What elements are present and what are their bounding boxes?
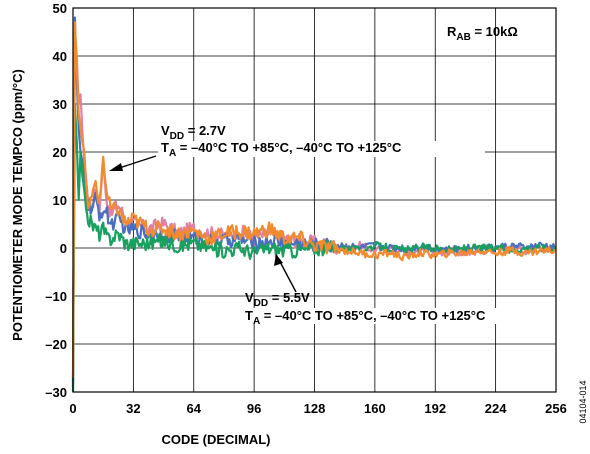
annotation-vdd-5-5-dd: DD — [254, 298, 268, 309]
x-tick-label: 64 — [187, 401, 202, 416]
y-tick-label: 10 — [53, 193, 67, 208]
chart-series — [71, 16, 557, 393]
x-tick-label: 224 — [485, 401, 507, 416]
annotation-vdd-5-5-arrowhead — [274, 254, 283, 266]
annotation-vdd-5-5-v: V — [245, 290, 254, 305]
annotation-vdd-2-7: VDD = 2.7V TA = –40°C TO +85°C, –40°C TO… — [109, 123, 485, 171]
annotation-vdd-5-5-value: = 5.5V — [268, 290, 310, 305]
annotation-vdd-2-7-line1: VDD = 2.7V — [161, 123, 226, 142]
annotation-vdd-5-5: VDD = 5.5V TA = –40°C TO +85°C, –40°C TO… — [242, 254, 548, 327]
chart-tick-labels: 0 32 64 96 128 160 192 224 256 –30 –20 –10 0 10 20 30 40… — [45, 1, 567, 416]
x-tick-label: 96 — [247, 401, 261, 416]
annotation-vdd-5-5-line2: TA = –40°C TO +85°C, –40°C TO +125°C — [245, 308, 486, 327]
annotation-vdd-2-7-backdrop — [158, 141, 485, 157]
y-tick-label: –20 — [45, 337, 67, 352]
figure-id: 04104-014 — [578, 380, 588, 423]
y-axis-label: POTENTIOMETER MODE TEMPCO (ppm/°C) — [10, 69, 25, 341]
annotation-rab-rest: = 10kΩ — [471, 24, 518, 39]
annotation-vdd-2-7-t: T — [161, 140, 169, 155]
series-line-3 — [71, 102, 557, 393]
chart-grid — [72, 7, 557, 393]
y-tick-label: 30 — [53, 97, 67, 112]
annotation-rab-sub: AB — [456, 32, 470, 43]
y-tick-label: 40 — [53, 49, 67, 64]
y-tick-label: 20 — [53, 145, 67, 160]
annotation-vdd-5-5-t: T — [245, 308, 253, 323]
x-tick-label: 192 — [424, 401, 446, 416]
plot-frame — [72, 7, 557, 393]
annotation-vdd-2-7-arrowhead — [109, 163, 123, 171]
annotation-vdd-2-7-value: = 2.7V — [184, 123, 226, 138]
annotation-vdd-2-7-line2: TA = –40°C TO +85°C, –40°C TO +125°C — [161, 140, 402, 159]
x-tick-label: 160 — [364, 401, 386, 416]
y-tick-label: 0 — [60, 241, 67, 256]
annotation-vdd-5-5-line1: VDD = 5.5V — [245, 290, 310, 309]
series-line-4 — [71, 21, 557, 378]
annotation-vdd-5-5-backdrop — [242, 308, 548, 324]
annotation-vdd-2-7-temps: = –40°C TO +85°C, –40°C TO +125°C — [176, 140, 402, 155]
x-tick-label: 32 — [126, 401, 140, 416]
x-tick-label: 0 — [69, 401, 76, 416]
y-tick-label: –10 — [45, 289, 67, 304]
annotation-vdd-2-7-v: V — [161, 123, 170, 138]
annotation-vdd-5-5-a: A — [253, 316, 260, 327]
annotation-rab-main: R — [447, 24, 457, 39]
x-tick-label: 256 — [545, 401, 567, 416]
y-tick-label: –30 — [45, 385, 67, 400]
annotation-vdd-2-7-dd: DD — [170, 131, 184, 142]
annotation-vdd-2-7-a: A — [169, 148, 176, 159]
x-axis-label: CODE (DECIMAL) — [161, 432, 270, 447]
annotation-rab: RAB = 10kΩ — [447, 24, 518, 43]
x-tick-label: 128 — [304, 401, 326, 416]
y-tick-label: 50 — [53, 1, 67, 16]
annotation-vdd-5-5-temps: = –40°C TO +85°C, –40°C TO +125°C — [260, 308, 486, 323]
